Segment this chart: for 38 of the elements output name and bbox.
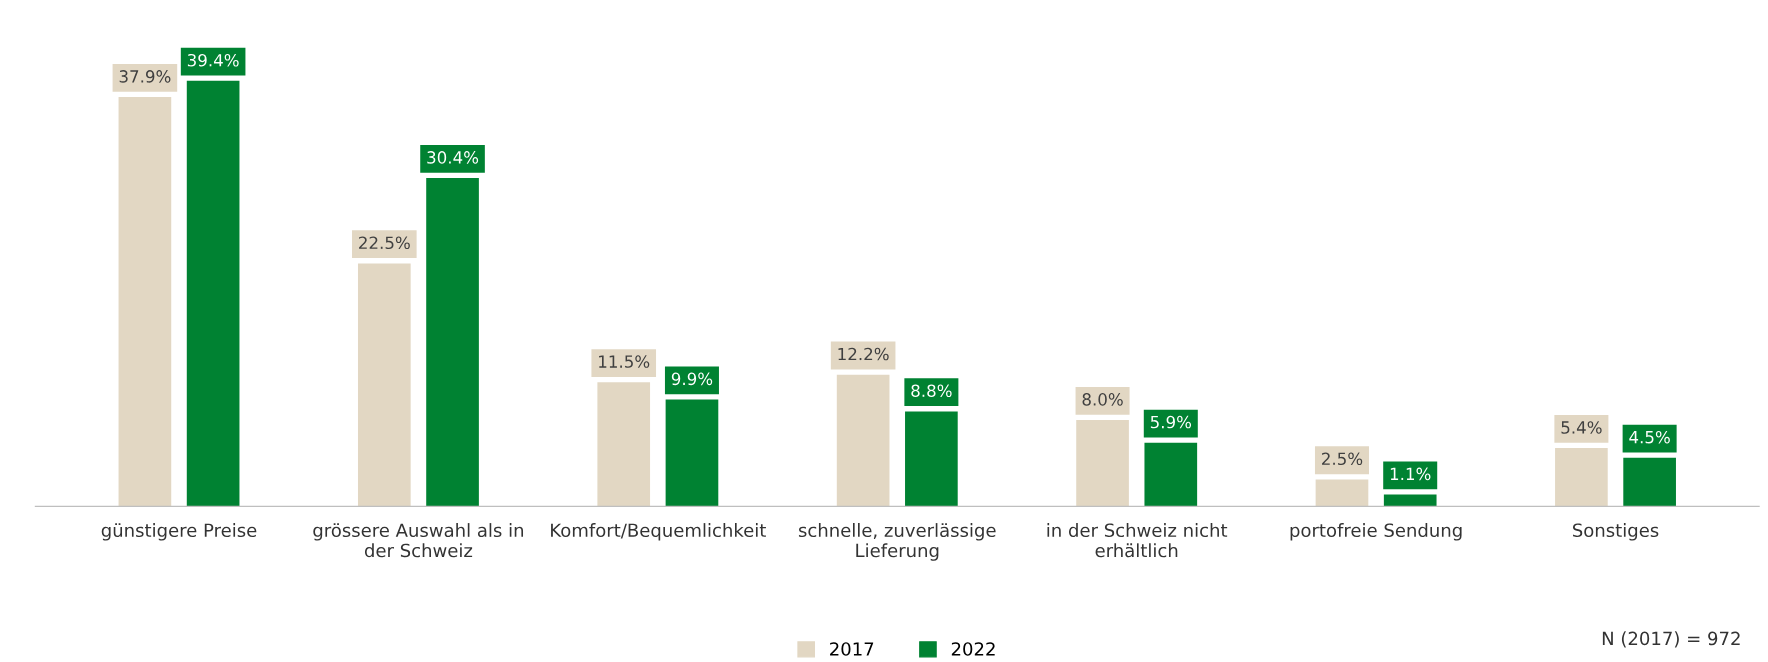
data-label: 4.5% — [1629, 430, 1670, 444]
x-tick-label: günstigere Preise — [101, 523, 257, 541]
bar — [836, 374, 890, 507]
legend-label: 2017 — [830, 642, 874, 656]
data-label: 12.2% — [838, 347, 889, 361]
x-tick-label: grössere Auswahl als in der Schweiz — [313, 523, 524, 558]
data-label: 39.4% — [187, 53, 239, 67]
bar — [1383, 494, 1437, 507]
legend-label: 2022 — [951, 642, 995, 656]
data-label: 1.1% — [1390, 467, 1431, 481]
x-tick-label: Komfort/Bequemlichkeit — [551, 523, 766, 541]
bar — [1555, 448, 1608, 507]
x-tick-label: schnelle, zuverlässige Lieferung — [798, 523, 996, 561]
data-label: 8.0% — [1082, 393, 1123, 406]
bar — [1144, 442, 1198, 507]
x-tick-label: portofreie Sendung — [1290, 523, 1462, 541]
bar — [905, 411, 958, 507]
data-label: 9.9% — [671, 372, 713, 386]
bar — [1623, 457, 1676, 507]
x-tick-label: Sonstiges — [1572, 523, 1659, 541]
bar — [426, 178, 479, 507]
data-label: 5.9% — [1150, 415, 1192, 429]
text: N (2017) = 972 — [1602, 631, 1740, 648]
data-label: 8.8% — [911, 384, 952, 398]
bar — [665, 399, 719, 507]
bar — [118, 97, 172, 507]
data-label: 2.5% — [1322, 452, 1363, 466]
x-tick-label: in der Schweiz nicht erhältlich — [1047, 523, 1228, 558]
bar — [1076, 420, 1129, 507]
data-label: 22.5% — [359, 236, 410, 250]
data-label: 11.5% — [599, 355, 650, 368]
bar — [357, 263, 411, 507]
bar — [186, 80, 240, 507]
bar — [597, 382, 651, 507]
data-label: 30.4% — [427, 151, 479, 164]
bar — [1315, 479, 1369, 507]
data-label: 37.9% — [119, 70, 171, 83]
data-label: 5.4% — [1561, 421, 1602, 434]
